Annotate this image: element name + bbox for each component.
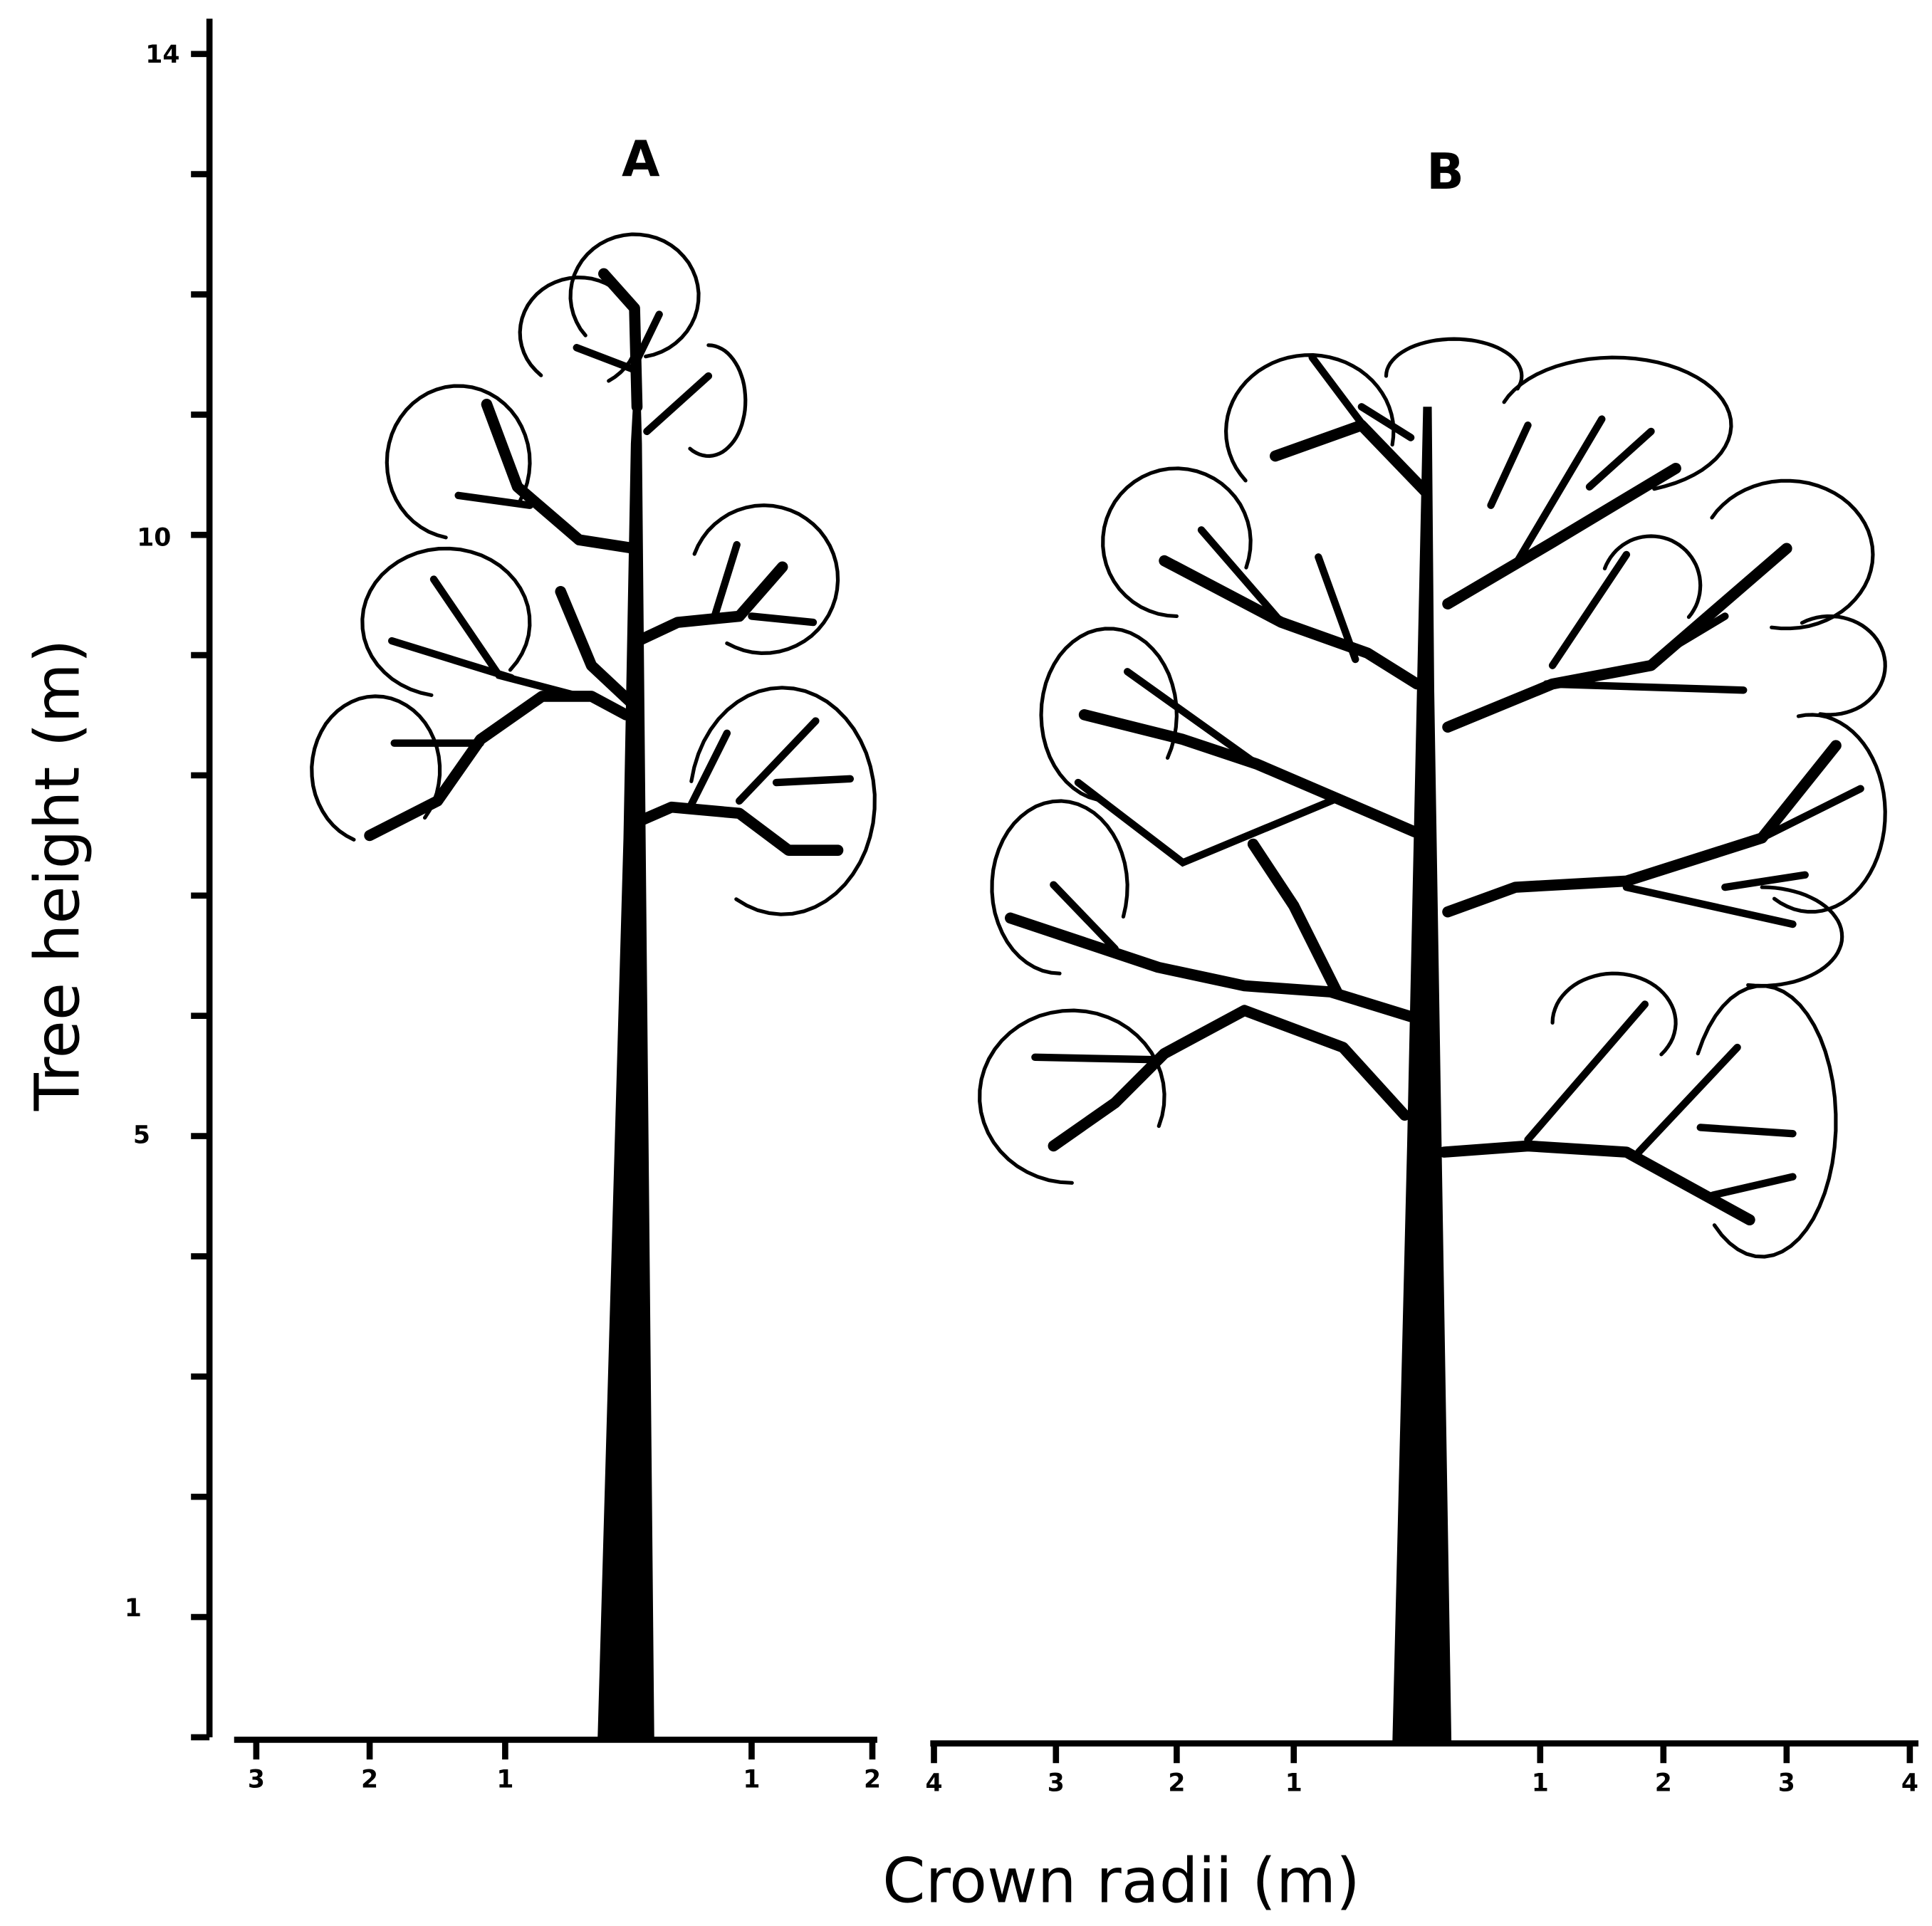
branch (364, 691, 632, 842)
panel-label: A (622, 132, 660, 189)
twig (1696, 1124, 1797, 1138)
crown-outline (688, 343, 748, 459)
crown-outline (1800, 614, 1887, 717)
crown-outline (978, 1008, 1166, 1185)
crown-outline (360, 546, 532, 697)
twig (573, 344, 639, 374)
x-tick-label: 2 (361, 1766, 378, 1794)
crown-outline (1602, 534, 1703, 619)
twig (1357, 403, 1415, 441)
y-tick-label: 10 (137, 523, 171, 552)
twig (735, 717, 820, 805)
x-tick-label: 2 (1655, 1769, 1672, 1798)
twig (643, 372, 713, 436)
twig (1197, 526, 1285, 627)
twig (1050, 881, 1119, 953)
twig (1524, 1000, 1649, 1143)
twig (1585, 427, 1655, 491)
x-tick-label: 3 (1048, 1769, 1065, 1798)
twig (1708, 1173, 1797, 1199)
branch (1005, 912, 1416, 1022)
x-tick-label: 3 (248, 1766, 265, 1794)
twig (772, 775, 855, 787)
twig (711, 540, 741, 620)
twig (1487, 422, 1532, 509)
crown-outline (1384, 337, 1524, 391)
crown-outline (689, 686, 877, 916)
x-axis-label: Crown radii (m) (882, 1846, 1360, 1917)
branch (1442, 543, 1792, 733)
x-tick-label: 2 (1168, 1769, 1185, 1798)
branch (632, 561, 788, 647)
crown-outline (385, 384, 532, 540)
crown-outline (1223, 353, 1396, 483)
branch (598, 268, 643, 413)
y-tick-label: 5 (133, 1121, 150, 1150)
branch (1442, 740, 1842, 918)
branch (637, 801, 844, 856)
y-tick-label: 14 (145, 41, 179, 69)
branch (1048, 1005, 1411, 1152)
twig (1123, 668, 1261, 768)
twig (1511, 415, 1606, 568)
twig (454, 491, 534, 509)
crown-outline (568, 232, 701, 359)
x-tick-label: 3 (1778, 1769, 1795, 1798)
crown-outline (692, 503, 840, 655)
twig (748, 612, 818, 627)
crown-outline (1746, 885, 1844, 988)
trunk-a (597, 308, 654, 1740)
x-tick-label: 2 (864, 1766, 881, 1794)
crown-outline (1710, 478, 1875, 631)
crown-outline (1502, 355, 1733, 491)
twig (1542, 680, 1748, 694)
twig (1315, 553, 1359, 664)
branch (1159, 555, 1423, 690)
y-axis-label: Tree height (m) (22, 639, 93, 1111)
twig (686, 729, 731, 811)
branch (1438, 1140, 1755, 1226)
twig (635, 310, 663, 362)
trunk-b (1392, 407, 1452, 1747)
branch (555, 586, 637, 708)
crown-outline (1550, 971, 1678, 1057)
panel-label: B (1426, 144, 1464, 201)
branch (1442, 463, 1681, 609)
twig (1548, 550, 1631, 669)
x-tick-label: 1 (743, 1766, 760, 1794)
twig (388, 637, 516, 682)
trees (310, 232, 1887, 1747)
twig (1622, 883, 1797, 928)
crown-outline (1696, 984, 1838, 1259)
branch (1247, 838, 1343, 998)
crown-outline (1772, 713, 1887, 914)
twig (1031, 1053, 1162, 1064)
twig (1308, 353, 1372, 436)
twig (1721, 871, 1809, 891)
crown-outline (990, 799, 1129, 975)
x-tick-label: 1 (1532, 1769, 1549, 1798)
twig (1758, 785, 1864, 842)
x-tick-label: 1 (1285, 1769, 1302, 1798)
x-tick-label: 1 (496, 1766, 513, 1794)
twig (1074, 778, 1341, 867)
crown-outline (310, 694, 442, 842)
twig (1635, 1043, 1741, 1156)
x-tick-label: 4 (1901, 1769, 1918, 1798)
twig (1659, 612, 1729, 657)
crown-outline (1039, 627, 1179, 802)
x-tick-label: 4 (925, 1769, 942, 1798)
branch (481, 399, 640, 555)
branch (1078, 709, 1421, 838)
y-tick-label: 1 (125, 1594, 142, 1623)
crown-outline (1101, 466, 1253, 619)
